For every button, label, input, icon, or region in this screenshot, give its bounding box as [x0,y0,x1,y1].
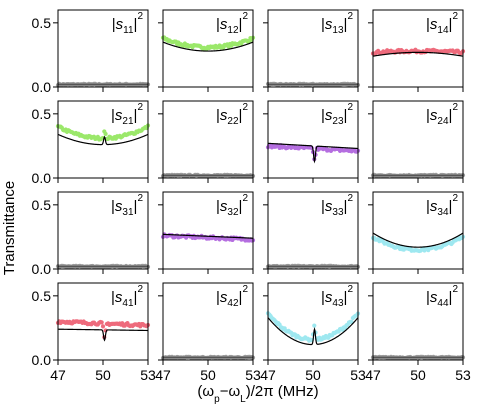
panel-label-s24: |s24|2 [426,102,458,127]
model-curve-s14 [372,51,464,57]
panel-s34: |s34|2 [368,191,466,274]
x-tick-label: 50 [95,367,111,383]
model-curve-s32 [162,233,254,239]
data-point [312,323,317,328]
panel-s12: |s12|2 [158,9,256,92]
x-tick-label: 53 [455,367,471,383]
data-markers-s21 [55,123,151,142]
x-tick-label: 50 [200,367,216,383]
y-tick-label: 0.0 [32,261,52,277]
y-axis-title: Transmittance [1,181,18,275]
model-curve-s12 [162,41,254,52]
data-point [99,320,104,325]
y-tick-label: 0.5 [32,106,52,122]
data-point [103,131,108,136]
x-tick-label: 53 [350,367,366,383]
x-axis-title: (ωp−ωL)/2π (MHz) [197,383,318,404]
panel-label-s43: |s43|2 [321,284,353,309]
x-tick-label: 47 [50,367,66,383]
x-tick-label: 53 [140,367,156,383]
panel-s11: 0.0 0.5 |s11|2 [32,9,151,95]
panel-label-s33: |s33|2 [321,193,353,218]
y-tick-label: 0.5 [32,197,52,213]
panel-s14: |s14|2 [368,9,466,92]
panel-label-s41: |s41|2 [111,284,143,309]
model-curve-s23 [267,142,359,164]
panel-label-s31: |s31|2 [111,193,143,218]
data-markers-s32 [160,232,256,243]
panel-s31: 0.0 0.5 |s31|2 [32,191,151,277]
panel-s32: |s32|2 [158,191,256,274]
panel-s21: 0.0 0.5 |s21|2 [32,100,151,186]
panel-label-s12: |s12|2 [216,11,248,36]
panel-label-s44: |s44|2 [426,284,458,309]
panel-s33: |s33|2 [263,191,361,274]
panel-s42: 47 50 53 |s42|2 [155,282,261,383]
panel-label-s23: |s23|2 [321,102,353,127]
panel-label-s42: |s42|2 [216,284,248,309]
model-curve-s21 [57,133,149,146]
model-curve-s41 [57,328,148,342]
panel-s41: 0.0 0.5 47 50 53 |s41|2 [32,282,156,383]
panel-s44: 47 50 53 |s44|2 [365,282,471,383]
model-curve-s34 [372,232,464,248]
x-tick-label: 47 [365,367,381,383]
data-point [100,324,106,329]
x-tick-label: 50 [410,367,426,383]
panel-label-s13: |s13|2 [321,11,353,36]
panel-label-s14: |s14|2 [426,11,458,36]
panel-s22: |s22|2 [158,100,256,183]
y-tick-label: 0.5 [32,15,52,31]
panel-label-s32: |s32|2 [216,193,248,218]
x-tick-label: 47 [155,367,171,383]
x-tick-label: 53 [245,367,261,383]
y-tick-label: 0.5 [32,288,52,304]
panel-label-s22: |s22|2 [216,102,248,127]
y-tick-label: 0.0 [32,79,52,95]
panel-s13: |s13|2 [263,9,361,92]
panel-label-s34: |s34|2 [426,193,458,218]
x-tick-label: 47 [260,367,276,383]
panel-s23: |s23|2 [263,100,361,183]
data-markers-s12 [160,35,256,51]
panel-s24: |s24|2 [368,100,466,183]
model-curve-s43 [267,317,359,346]
panel-grid: 0.0 0.5 |s11|2 |s12|2 |s13|2 |s14|2 0.0 0.5 |s21… [32,9,471,383]
data-markers-s34 [370,234,466,254]
y-tick-label: 0.0 [32,352,52,368]
y-tick-label: 0.0 [32,170,52,186]
x-tick-label: 50 [305,367,321,383]
panel-label-s21: |s21|2 [111,102,143,127]
panel-s43: 47 50 53 |s43|2 [260,282,366,383]
panel-label-s11: |s11|2 [112,11,144,36]
